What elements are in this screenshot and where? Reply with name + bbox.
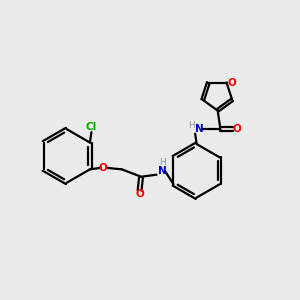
Text: O: O	[227, 77, 236, 88]
Text: Cl: Cl	[86, 122, 97, 132]
Text: N: N	[158, 166, 167, 176]
Text: O: O	[99, 163, 108, 173]
Text: O: O	[135, 189, 144, 199]
Text: O: O	[233, 124, 242, 134]
Text: H: H	[159, 158, 166, 167]
Text: H: H	[188, 121, 195, 130]
Text: N: N	[195, 124, 204, 134]
